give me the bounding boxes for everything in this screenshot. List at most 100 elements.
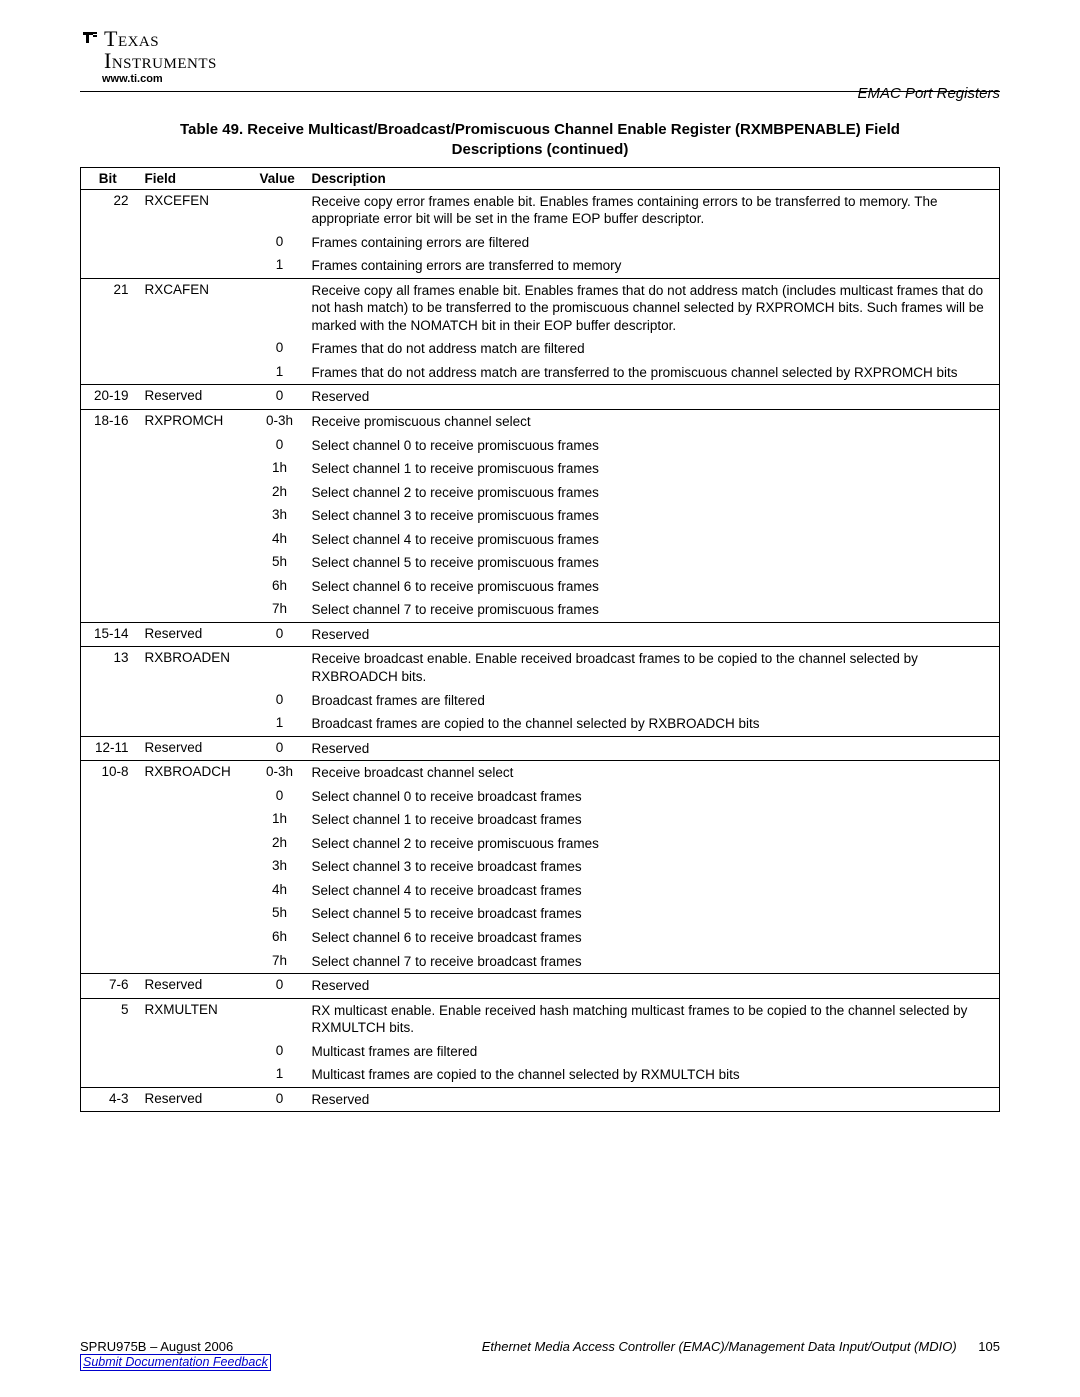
cell-field: [139, 855, 254, 879]
cell-value: 0: [254, 689, 306, 713]
table-row: 18-16RXPROMCH0-3hReceive promiscuous cha…: [81, 409, 1000, 433]
cell-field: [139, 575, 254, 599]
cell-desc: Reserved: [306, 974, 1000, 999]
cell-value: 6h: [254, 926, 306, 950]
cell-field: Reserved: [139, 385, 254, 410]
cell-value: 0: [254, 385, 306, 410]
cell-value: 0: [254, 1040, 306, 1064]
cell-desc: RX multicast enable. Enable received has…: [306, 998, 1000, 1040]
cell-desc: Select channel 1 to receive broadcast fr…: [306, 808, 1000, 832]
cell-desc: Select channel 5 to receive promiscuous …: [306, 551, 1000, 575]
footer-page-number: 105: [978, 1339, 1000, 1354]
cell-field: [139, 712, 254, 736]
cell-field: [139, 504, 254, 528]
cell-value: 1h: [254, 808, 306, 832]
cell-value: 1: [254, 1063, 306, 1087]
table-row: 21RXCAFENReceive copy all frames enable …: [81, 278, 1000, 337]
col-desc: Description: [306, 167, 1000, 189]
caption-line1: Table 49. Receive Multicast/Broadcast/Pr…: [180, 121, 900, 138]
cell-field: [139, 361, 254, 385]
cell-value: 0: [254, 974, 306, 999]
footer-doc-id: SPRU975B – August 2006: [80, 1339, 233, 1354]
cell-bit: [81, 254, 139, 278]
cell-field: [139, 926, 254, 950]
cell-desc: Select channel 1 to receive promiscuous …: [306, 457, 1000, 481]
cell-bit: 10-8: [81, 761, 139, 785]
cell-value: 4h: [254, 528, 306, 552]
cell-field: RXCAFEN: [139, 278, 254, 337]
cell-desc: Select channel 6 to receive broadcast fr…: [306, 926, 1000, 950]
cell-desc: Select channel 3 to receive broadcast fr…: [306, 855, 1000, 879]
chip-icon: [80, 26, 100, 50]
cell-bit: 12-11: [81, 736, 139, 761]
table-row: 0Frames containing errors are filtered: [81, 231, 1000, 255]
cell-field: Reserved: [139, 622, 254, 647]
cell-field: [139, 879, 254, 903]
table-row: 15-14Reserved0Reserved: [81, 622, 1000, 647]
cell-value: 1: [254, 712, 306, 736]
cell-bit: [81, 1040, 139, 1064]
table-row: 1hSelect channel 1 to receive broadcast …: [81, 808, 1000, 832]
table-row: 0Multicast frames are filtered: [81, 1040, 1000, 1064]
cell-desc: Reserved: [306, 622, 1000, 647]
cell-desc: Receive broadcast channel select: [306, 761, 1000, 785]
cell-desc: Select channel 2 to receive promiscuous …: [306, 481, 1000, 505]
cell-value: [254, 998, 306, 1040]
cell-field: [139, 808, 254, 832]
table-row: 4-3Reserved0Reserved: [81, 1087, 1000, 1112]
table-row: 1Multicast frames are copied to the chan…: [81, 1063, 1000, 1087]
cell-bit: 15-14: [81, 622, 139, 647]
cell-field: [139, 832, 254, 856]
register-table: Bit Field Value Description 22RXCEFENRec…: [80, 167, 1000, 1113]
cell-desc: Receive copy all frames enable bit. Enab…: [306, 278, 1000, 337]
table-row: 7hSelect channel 7 to receive promiscuou…: [81, 598, 1000, 622]
cell-desc: Multicast frames are copied to the chann…: [306, 1063, 1000, 1087]
cell-value: 3h: [254, 504, 306, 528]
cell-value: 1: [254, 254, 306, 278]
table-row: 0Select channel 0 to receive broadcast f…: [81, 785, 1000, 809]
cell-bit: [81, 575, 139, 599]
table-row: 20-19Reserved0Reserved: [81, 385, 1000, 410]
cell-field: [139, 434, 254, 458]
cell-desc: Frames containing errors are transferred…: [306, 254, 1000, 278]
table-row: 1hSelect channel 1 to receive promiscuou…: [81, 457, 1000, 481]
cell-bit: [81, 598, 139, 622]
col-field: Field: [139, 167, 254, 189]
cell-bit: [81, 551, 139, 575]
cell-field: RXPROMCH: [139, 409, 254, 433]
table-row: 1Frames that do not address match are tr…: [81, 361, 1000, 385]
cell-desc: Select channel 7 to receive broadcast fr…: [306, 950, 1000, 974]
cell-desc: Receive broadcast enable. Enable receive…: [306, 647, 1000, 689]
table-row: 6hSelect channel 6 to receive broadcast …: [81, 926, 1000, 950]
cell-desc: Select channel 0 to receive broadcast fr…: [306, 785, 1000, 809]
cell-field: [139, 598, 254, 622]
cell-bit: [81, 950, 139, 974]
cell-value: 5h: [254, 902, 306, 926]
table-row: 5hSelect channel 5 to receive promiscuou…: [81, 551, 1000, 575]
cell-field: Reserved: [139, 1087, 254, 1112]
cell-value: 2h: [254, 832, 306, 856]
cell-bit: 5: [81, 998, 139, 1040]
cell-field: [139, 1063, 254, 1087]
cell-desc: Select channel 5 to receive broadcast fr…: [306, 902, 1000, 926]
cell-desc: Frames that do not address match are fil…: [306, 337, 1000, 361]
cell-value: 2h: [254, 481, 306, 505]
table-row: 10-8RXBROADCH0-3hReceive broadcast chann…: [81, 761, 1000, 785]
table-row: 2hSelect channel 2 to receive promiscuou…: [81, 832, 1000, 856]
cell-field: Reserved: [139, 974, 254, 999]
cell-desc: Select channel 7 to receive promiscuous …: [306, 598, 1000, 622]
cell-bit: [81, 808, 139, 832]
cell-bit: 20-19: [81, 385, 139, 410]
ti-logo: Texas Instruments www.ti.com: [80, 28, 1000, 85]
table-row: 13RXBROADENReceive broadcast enable. Ena…: [81, 647, 1000, 689]
cell-field: RXBROADCH: [139, 761, 254, 785]
table-row: 4hSelect channel 4 to receive broadcast …: [81, 879, 1000, 903]
table-row: 5RXMULTENRX multicast enable. Enable rec…: [81, 998, 1000, 1040]
feedback-link[interactable]: Submit Documentation Feedback: [80, 1354, 271, 1371]
table-row: 0Broadcast frames are filtered: [81, 689, 1000, 713]
logo-url: www.ti.com: [102, 74, 1000, 85]
cell-bit: [81, 504, 139, 528]
cell-bit: [81, 785, 139, 809]
table-row: 2hSelect channel 2 to receive promiscuou…: [81, 481, 1000, 505]
cell-field: RXCEFEN: [139, 189, 254, 231]
